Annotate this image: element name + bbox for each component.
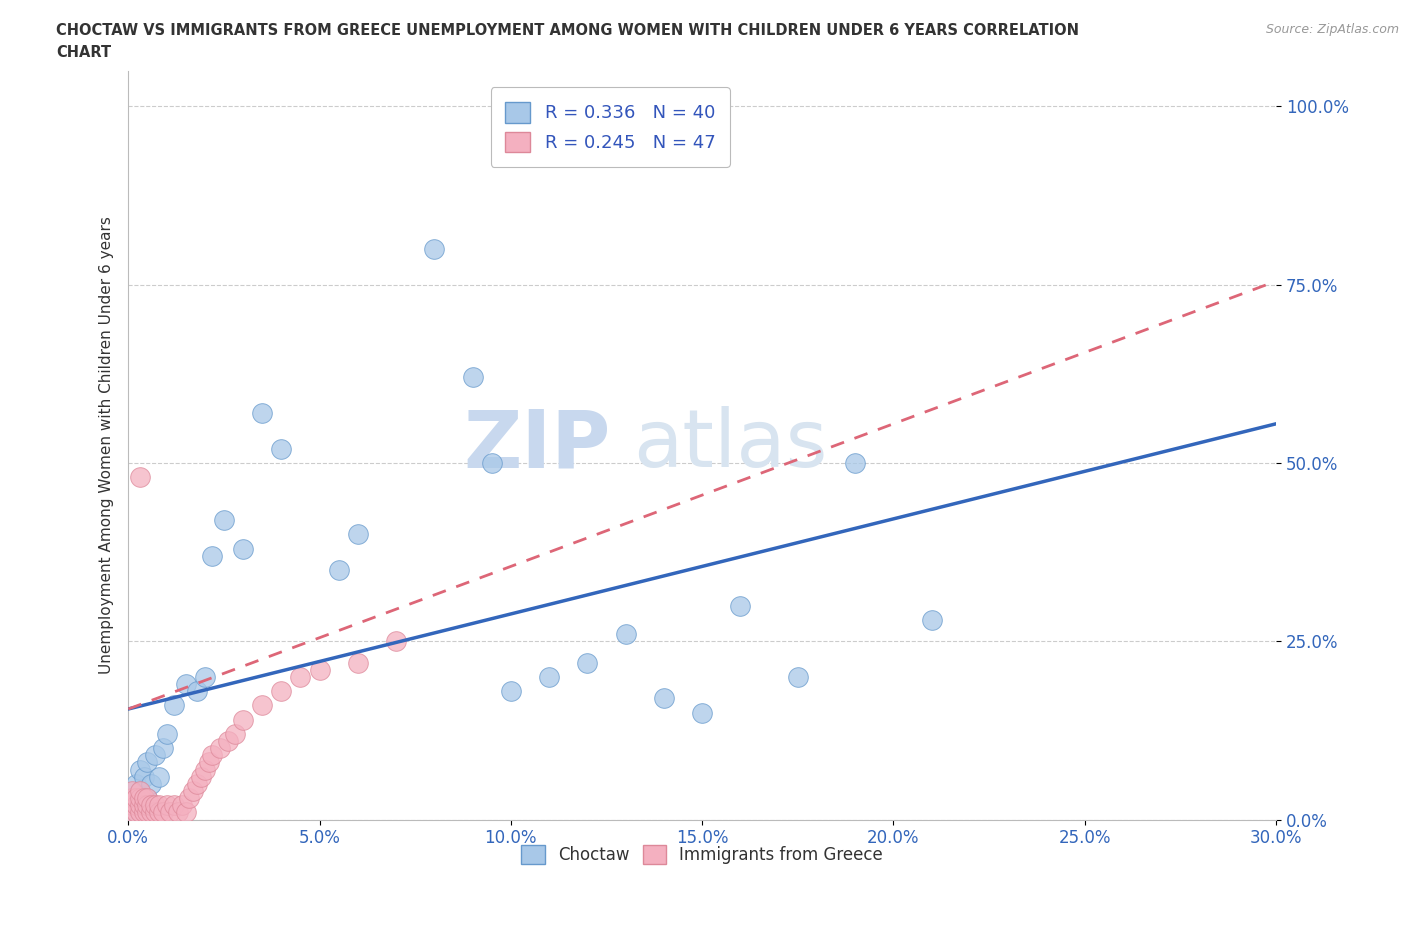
Point — [163, 798, 186, 813]
Point — [132, 790, 155, 805]
Point — [217, 734, 239, 749]
Point — [132, 798, 155, 813]
Point — [179, 790, 201, 805]
Point — [201, 549, 224, 564]
Point — [152, 741, 174, 756]
Point — [148, 805, 170, 820]
Point — [308, 662, 330, 677]
Point — [224, 726, 246, 741]
Text: CHART: CHART — [56, 45, 111, 60]
Point — [148, 798, 170, 813]
Point — [170, 798, 193, 813]
Point — [159, 805, 181, 820]
Point — [346, 656, 368, 671]
Point — [652, 691, 675, 706]
Point — [163, 698, 186, 713]
Point — [232, 712, 254, 727]
Point — [270, 684, 292, 698]
Point — [121, 790, 143, 805]
Point — [132, 798, 155, 813]
Point — [167, 805, 190, 820]
Point — [328, 563, 350, 578]
Point — [121, 784, 143, 799]
Point — [125, 798, 148, 813]
Point — [128, 784, 150, 799]
Point — [121, 798, 143, 813]
Point — [125, 790, 148, 805]
Point — [186, 777, 208, 791]
Point — [346, 527, 368, 542]
Legend: Choctaw, Immigrants from Greece: Choctaw, Immigrants from Greece — [515, 839, 890, 871]
Point — [136, 790, 159, 805]
Point — [212, 512, 235, 527]
Point — [136, 798, 159, 813]
Point — [499, 684, 522, 698]
Point — [152, 805, 174, 820]
Point — [128, 805, 150, 820]
Point — [194, 670, 217, 684]
Point — [155, 726, 177, 741]
Point — [250, 698, 273, 713]
Point — [290, 670, 312, 684]
Point — [125, 777, 148, 791]
Point — [250, 405, 273, 420]
Point — [132, 805, 155, 820]
Point — [141, 777, 163, 791]
Point — [270, 442, 292, 457]
Point — [576, 656, 599, 671]
Text: atlas: atlas — [633, 406, 828, 485]
Point — [136, 805, 159, 820]
Point — [197, 755, 219, 770]
Point — [385, 634, 408, 649]
Point — [155, 798, 177, 813]
Point — [232, 541, 254, 556]
Point — [128, 798, 150, 813]
Point — [538, 670, 561, 684]
Point — [141, 805, 163, 820]
Point — [186, 684, 208, 698]
Text: CHOCTAW VS IMMIGRANTS FROM GREECE UNEMPLOYMENT AMONG WOMEN WITH CHILDREN UNDER 6: CHOCTAW VS IMMIGRANTS FROM GREECE UNEMPL… — [56, 23, 1080, 38]
Point — [143, 798, 166, 813]
Point — [143, 805, 166, 820]
Point — [174, 677, 197, 692]
Text: ZIP: ZIP — [463, 406, 610, 485]
Point — [121, 790, 143, 805]
Point — [121, 805, 143, 820]
Point — [132, 769, 155, 784]
Point — [128, 470, 150, 485]
Point — [730, 598, 752, 613]
Point — [181, 784, 204, 799]
Point — [128, 805, 150, 820]
Point — [844, 456, 866, 471]
Point — [786, 670, 808, 684]
Point — [921, 613, 943, 628]
Point — [423, 242, 446, 257]
Point — [209, 741, 232, 756]
Point — [461, 370, 484, 385]
Point — [190, 769, 212, 784]
Point — [690, 705, 713, 720]
Point — [201, 748, 224, 763]
Point — [614, 627, 637, 642]
Point — [136, 755, 159, 770]
Point — [148, 769, 170, 784]
Point — [141, 798, 163, 813]
Point — [143, 748, 166, 763]
Point — [481, 456, 503, 471]
Point — [128, 790, 150, 805]
Point — [128, 784, 150, 799]
Point — [136, 790, 159, 805]
Point — [125, 798, 148, 813]
Y-axis label: Unemployment Among Women with Children Under 6 years: Unemployment Among Women with Children U… — [100, 217, 114, 674]
Point — [194, 763, 217, 777]
Point — [174, 805, 197, 820]
Point — [125, 805, 148, 820]
Point — [121, 805, 143, 820]
Text: Source: ZipAtlas.com: Source: ZipAtlas.com — [1265, 23, 1399, 36]
Point — [128, 763, 150, 777]
